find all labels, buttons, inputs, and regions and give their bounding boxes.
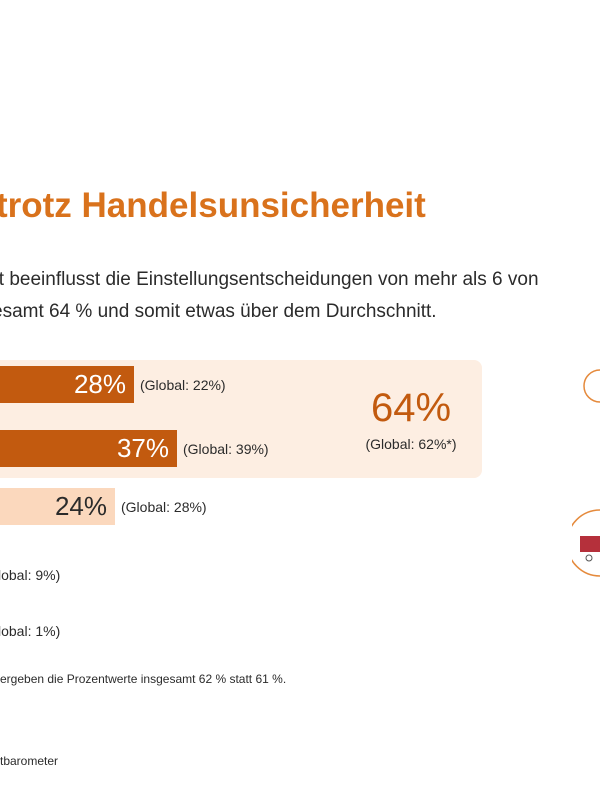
global-comparison-5: lobal: 1%) <box>0 623 61 639</box>
total-percentage: 64% <box>370 386 452 430</box>
truck-icon <box>572 369 600 577</box>
bar-2: 37% <box>0 430 177 467</box>
subtitle-line-1: eit beeinflusst die Einstellungsentschei… <box>0 269 539 290</box>
global-comparison-4: lobal: 9%) <box>0 567 61 583</box>
subtitle-line-2: esamt 64 % und somit etwas über dem Durc… <box>0 301 437 322</box>
source-note: tbarometer <box>0 754 59 768</box>
footnote: ergeben die Prozentwerte insgesamt 62 % … <box>0 672 287 686</box>
page-title: trotz Handelsunsicherheit <box>0 186 426 225</box>
global-comparison-2: (Global: 39%) <box>183 441 269 457</box>
bar-3: 24% <box>0 488 115 525</box>
total-global-comparison: (Global: 62%*) <box>365 436 457 452</box>
global-comparison-3: (Global: 28%) <box>121 499 207 515</box>
bar-1: 28% <box>0 366 134 403</box>
subtitle: eit beeinflusst die Einstellungsentschei… <box>0 264 600 328</box>
global-comparison-1: (Global: 22%) <box>140 377 226 393</box>
